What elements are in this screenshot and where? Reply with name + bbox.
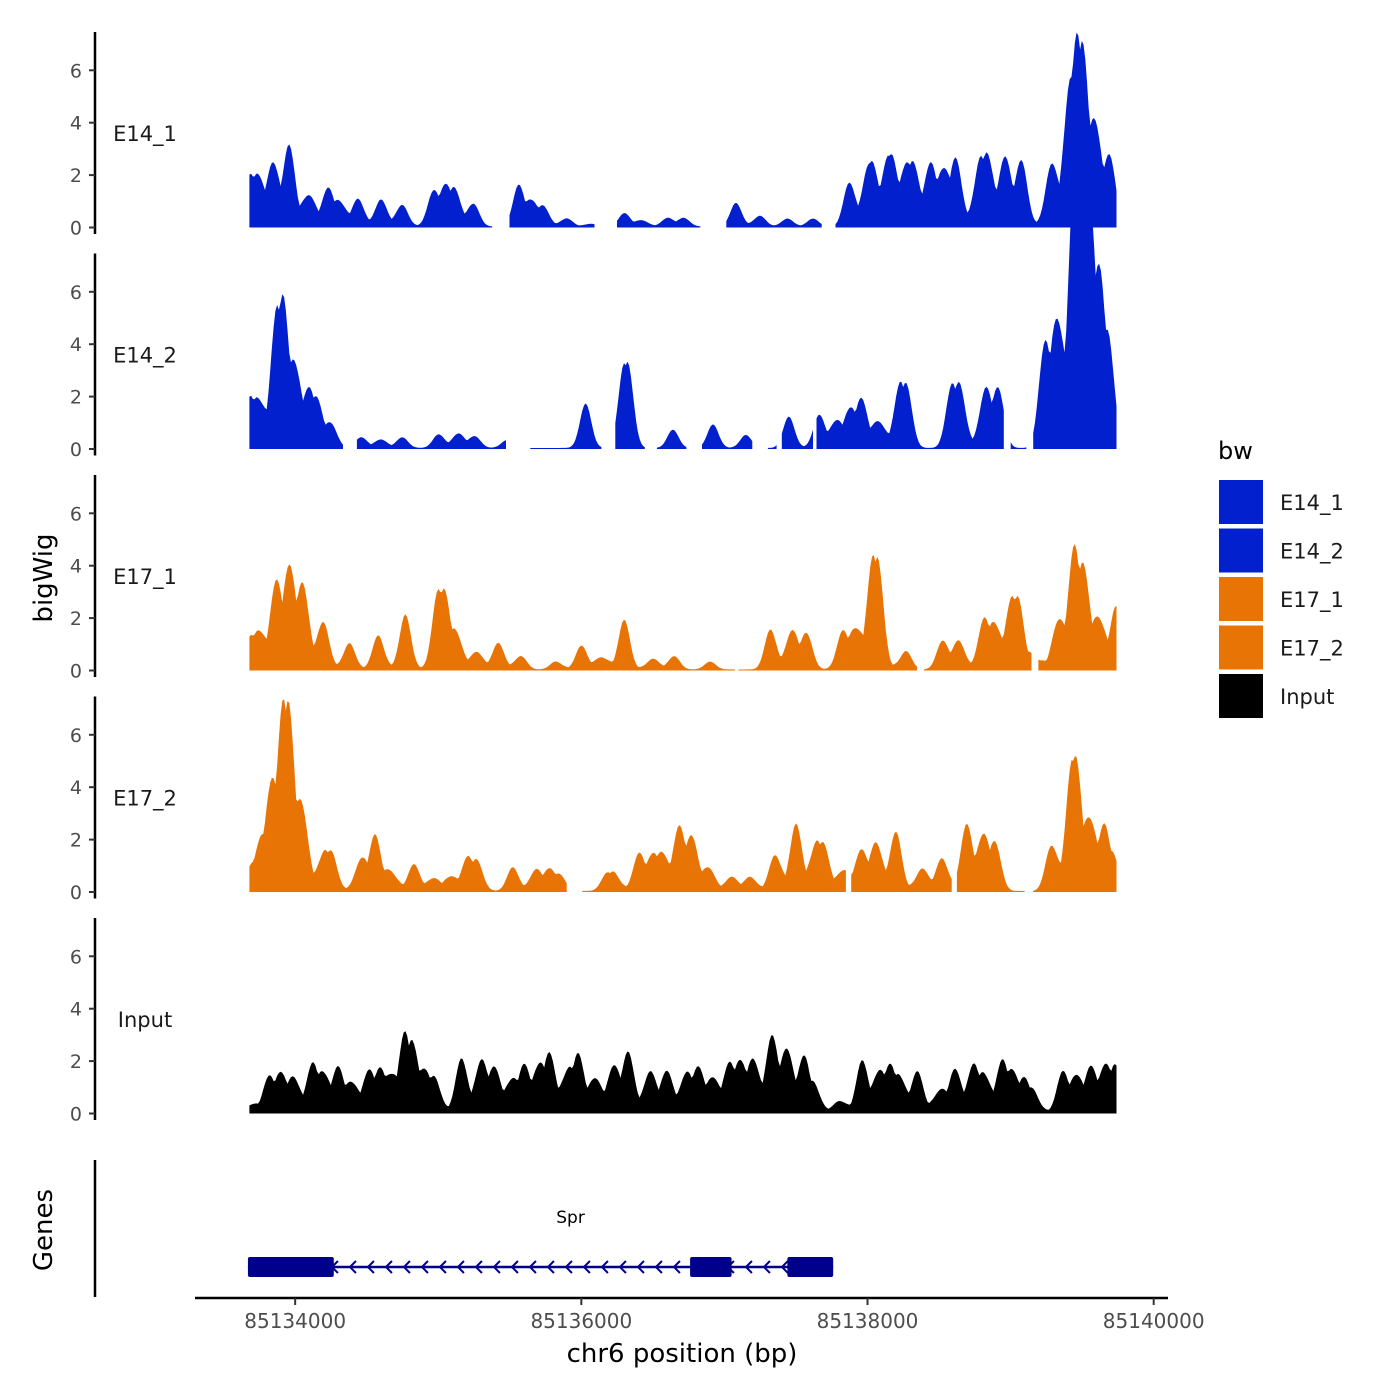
coverage-area-e14-1: [249, 32, 1117, 228]
strand-arrow: [492, 1260, 501, 1274]
y-tick-label-e14-2-4: 4: [70, 334, 82, 356]
y-tick-label-e17-1-2: 2: [70, 608, 82, 630]
legend: bw E14_1 E14_2 E17_1 E17_2 Input: [1218, 437, 1344, 718]
strand-arrow: [384, 1260, 393, 1274]
y-tick-label-e14-1-6: 6: [70, 60, 82, 82]
y-tick-label-e17-1-0: 0: [70, 661, 82, 683]
strand-arrow: [456, 1260, 465, 1274]
strand-arrow: [546, 1260, 555, 1274]
exon-spr-2: [690, 1257, 732, 1277]
y-tick-label-input-4: 4: [70, 999, 82, 1021]
strand-arrow: [582, 1260, 591, 1274]
strand-arrow: [672, 1260, 681, 1274]
track-label-e14-2: E14_2: [113, 344, 177, 369]
legend-label-e14-1: E14_1: [1280, 491, 1344, 516]
y-tick-label-input-6: 6: [70, 946, 82, 968]
y-tick-label-e17-1-6: 6: [70, 503, 82, 525]
strand-arrow: [510, 1260, 519, 1274]
legend-label-input: Input: [1280, 685, 1334, 709]
gene-spr: Spr: [247, 1208, 834, 1277]
track-input: 0 2 4 6 Input: [70, 918, 1117, 1126]
strand-arrow: [654, 1260, 663, 1274]
strand-arrow: [420, 1260, 429, 1274]
legend-title: bw: [1218, 437, 1253, 465]
strand-arrow: [348, 1260, 357, 1274]
strand-arrow: [744, 1260, 753, 1274]
coverage-area-input: [249, 1031, 1117, 1114]
y-tick-label-input-2: 2: [70, 1051, 82, 1073]
legend-swatch-e17-2: [1219, 625, 1263, 670]
y-tick-label-e17-1-4: 4: [70, 556, 82, 578]
track-e17-1: 0 2 4 6 E17_1: [70, 475, 1117, 683]
legend-swatch-input: [1219, 674, 1263, 718]
exon-spr-1: [247, 1257, 334, 1277]
legend-label-e17-2: E17_2: [1280, 637, 1344, 662]
y-axis-label: bigWig: [29, 533, 59, 622]
strand-arrow: [618, 1260, 627, 1274]
track-e14-1: 0 2 4 6 E14_1: [70, 32, 1117, 240]
strand-arrow: [366, 1260, 375, 1274]
strand-arrow: [402, 1260, 411, 1274]
x-tick-label-1: 85136000: [530, 1309, 632, 1333]
strand-arrow: [762, 1260, 771, 1274]
x-tick-label-3: 85140000: [1103, 1309, 1205, 1333]
y-tick-label-e14-1-0: 0: [70, 218, 82, 240]
genes-panel: Genes Spr: [29, 1160, 834, 1297]
legend-swatch-e14-1: [1219, 480, 1263, 524]
y-tick-label-input-0: 0: [70, 1104, 82, 1126]
strand-arrow: [600, 1260, 609, 1274]
legend-label-e17-1: E17_1: [1280, 588, 1344, 613]
y-tick-label-e14-2-6: 6: [70, 282, 82, 304]
coverage-area-e17-1: [249, 544, 1117, 671]
strand-arrow: [564, 1260, 573, 1274]
track-label-e14-1: E14_1: [113, 122, 177, 147]
track-e17-2: 0 2 4 6 E17_2: [70, 696, 1117, 904]
y-tick-label-e17-2-0: 0: [70, 882, 82, 904]
x-axis-label: chr6 position (bp): [567, 1339, 798, 1369]
track-label-e17-2: E17_2: [113, 787, 177, 812]
exon-spr-3: [787, 1257, 834, 1277]
coverage-area-e17-2: [249, 699, 1117, 892]
legend-swatch-e14-2: [1219, 528, 1263, 573]
y-tick-label-e17-2-4: 4: [70, 777, 82, 799]
strand-arrow: [636, 1260, 645, 1274]
coverage-tracks: 0 2 4 6 E14_1 0 2 4 6 E14_2 0 2 4 6 E17_1 0 2 4 6 E17_2 0 2 4 6…: [70, 32, 1117, 1126]
track-label-input: Input: [118, 1008, 172, 1032]
track-label-e17-1: E17_1: [113, 565, 177, 590]
gene-name-spr: Spr: [556, 1208, 585, 1228]
strand-arrow: [780, 1260, 789, 1274]
track-e14-2: 0 2 4 6 E14_2: [70, 122, 1117, 461]
y-tick-label-e17-2-6: 6: [70, 725, 82, 747]
x-axis: 85134000 85136000 85138000 85140000: [195, 1296, 1205, 1333]
y-tick-label-e14-1-4: 4: [70, 113, 82, 135]
x-tick-label-0: 85134000: [244, 1309, 346, 1333]
y-tick-label-e14-2-0: 0: [70, 439, 82, 461]
y-tick-label-e14-2-2: 2: [70, 387, 82, 409]
x-tick-label-2: 85138000: [817, 1309, 919, 1333]
strand-arrow: [474, 1260, 483, 1274]
y-tick-label-e17-2-2: 2: [70, 830, 82, 852]
genes-panel-label: Genes: [29, 1189, 59, 1271]
legend-swatch-e17-1: [1219, 577, 1263, 621]
strand-arrow: [528, 1260, 537, 1274]
strand-arrow: [438, 1260, 447, 1274]
legend-label-e14-2: E14_2: [1280, 540, 1344, 565]
y-tick-label-e14-1-2: 2: [70, 165, 82, 187]
